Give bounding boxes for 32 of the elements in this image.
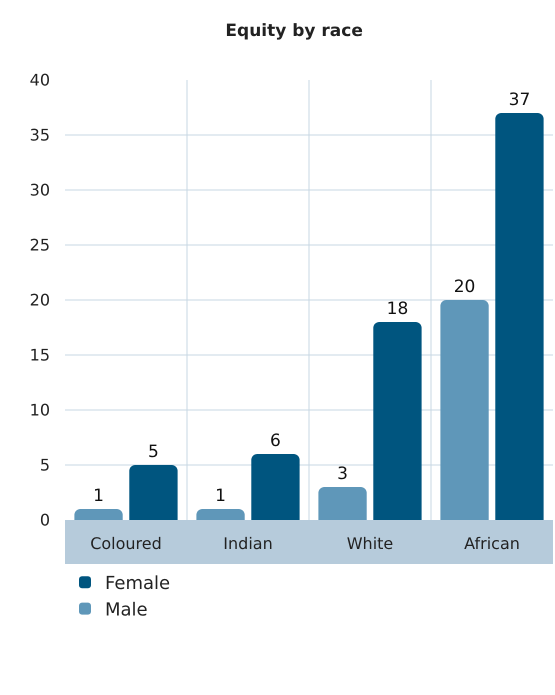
y-tick-label: 20 — [30, 290, 50, 310]
x-tick-label: White — [346, 534, 394, 553]
y-tick-label: 0 — [40, 510, 50, 530]
bar — [373, 322, 422, 520]
bar — [196, 509, 245, 520]
data-label: 5 — [148, 442, 159, 462]
bar — [129, 465, 178, 520]
bar — [440, 300, 489, 520]
data-label: 20 — [454, 277, 476, 297]
legend-label: Male — [105, 600, 148, 621]
x-tick-label: Coloured — [90, 534, 162, 553]
y-tick-label: 40 — [30, 70, 50, 90]
data-label: 18 — [386, 299, 408, 319]
bar — [318, 487, 367, 520]
y-tick-label: 10 — [30, 400, 50, 420]
y-tick-label: 25 — [30, 236, 50, 255]
data-label: 1 — [215, 486, 226, 506]
legend-label: Female — [105, 573, 170, 594]
data-label: 3 — [337, 464, 348, 484]
bar — [251, 454, 300, 520]
y-tick-label: 35 — [30, 126, 50, 145]
x-tick-label: African — [464, 534, 520, 553]
y-tick-label: 5 — [40, 456, 50, 475]
data-label: 1 — [93, 486, 104, 506]
y-tick-label: 15 — [30, 346, 50, 365]
y-tick-label: 30 — [30, 180, 50, 200]
data-label: 6 — [270, 431, 281, 451]
data-label: 37 — [508, 90, 530, 110]
x-tick-label: Indian — [223, 534, 273, 553]
bar — [74, 509, 123, 520]
chart-title: Equity by race — [225, 21, 363, 42]
bar — [495, 113, 544, 520]
